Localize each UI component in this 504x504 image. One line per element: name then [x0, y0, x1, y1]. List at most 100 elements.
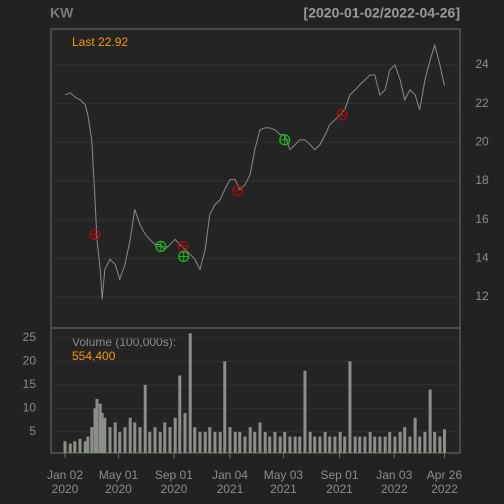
y-tick-label: 20	[475, 135, 489, 149]
volume-label: Volume (100,000s):	[72, 335, 176, 349]
volume-bar	[143, 384, 147, 453]
x-tick-label: Sep 01	[155, 468, 193, 482]
volume-bar	[158, 431, 162, 453]
volume-bar	[258, 422, 262, 453]
signal-marker	[177, 240, 189, 252]
y-tick-label: 5	[29, 424, 36, 438]
volume-bar	[198, 431, 202, 453]
volume-bar	[263, 431, 267, 453]
y-tick-label: 20	[23, 354, 37, 368]
x-tick-label: May 03	[264, 468, 304, 482]
volume-bar	[86, 436, 90, 453]
price-line	[64, 43, 445, 300]
volume-bar	[288, 436, 292, 453]
signal-marker	[336, 109, 348, 121]
volume-bar	[213, 431, 217, 453]
volume-bar	[178, 375, 182, 453]
volume-bar	[163, 422, 167, 453]
volume-bar	[93, 408, 97, 453]
volume-bar	[203, 431, 207, 453]
volume-bar	[218, 431, 222, 453]
volume-bar	[113, 422, 117, 453]
volume-bar	[413, 417, 417, 453]
signal-marker	[155, 240, 167, 252]
volume-bar	[173, 417, 177, 453]
x-tick-label: Jan 04	[212, 468, 248, 482]
y-tick-label: 10	[23, 401, 37, 415]
volume-bar	[338, 431, 342, 453]
y-tick-label: 15	[23, 377, 37, 391]
volume-bar	[108, 427, 112, 453]
price-panel	[50, 28, 461, 329]
volume-bar	[428, 389, 432, 453]
volume-last: 554,400	[72, 349, 116, 363]
volume-bar	[313, 436, 317, 453]
volume-bar	[133, 422, 137, 453]
x-tick-label: Jan 03	[376, 468, 412, 482]
volume-bar	[393, 436, 397, 453]
volume-bar	[153, 427, 157, 453]
x-tick-label: 2020	[105, 482, 132, 496]
volume-bar	[63, 441, 67, 453]
volume-bar	[73, 441, 77, 453]
x-tick-label: 2022	[381, 482, 408, 496]
volume-bar	[442, 429, 446, 453]
signal-marker	[232, 184, 244, 197]
volume-bar	[333, 436, 337, 453]
chart-title: KW	[50, 5, 74, 21]
volume-bar	[100, 413, 104, 453]
volume-bar	[188, 333, 192, 453]
volume-bar	[423, 431, 427, 453]
volume-bar	[148, 431, 152, 453]
volume-bar	[193, 427, 197, 453]
y-tick-label: 14	[475, 251, 489, 265]
volume-bar	[303, 370, 307, 453]
y-tick-label: 16	[475, 212, 489, 226]
volume-bar	[268, 436, 272, 453]
x-tick-label: Apr 26	[427, 468, 463, 482]
volume-bar	[228, 427, 232, 453]
volume-bar	[293, 436, 297, 453]
last-annotation: Last 22.92	[72, 35, 128, 49]
signal-marker	[178, 250, 190, 263]
volume-bar	[243, 436, 247, 453]
volume-bar	[273, 431, 277, 453]
volume-bar	[138, 427, 142, 453]
volume-bar	[68, 443, 72, 453]
volume-bar	[248, 427, 252, 453]
volume-bar	[348, 361, 352, 453]
y-tick-label: 24	[475, 57, 489, 71]
volume-bar	[95, 398, 99, 453]
y-tick-label: 25	[23, 330, 37, 344]
volume-bar	[238, 431, 242, 453]
chart-subtitle: [2020-01-02/2022-04-26]	[304, 5, 460, 21]
signal-marker	[89, 228, 101, 240]
volume-bar	[278, 436, 282, 453]
volume-bar	[403, 427, 407, 453]
volume-bar	[283, 431, 287, 453]
volume-bar	[373, 436, 377, 453]
volume-bar	[233, 431, 237, 453]
volume-bar	[208, 427, 212, 453]
volume-bar	[90, 427, 94, 453]
volume-bar	[363, 436, 367, 453]
x-tick-label: Sep 01	[320, 468, 358, 482]
volume-bar	[408, 436, 412, 453]
volume-bar	[123, 427, 127, 453]
x-tick-label: 2021	[326, 482, 353, 496]
x-tick-label: 2020	[52, 482, 79, 496]
volume-bar	[358, 436, 362, 453]
y-tick-label: 18	[475, 173, 489, 187]
volume-bar	[78, 438, 82, 453]
volume-bar	[168, 427, 172, 453]
x-tick-label: Jan 02	[47, 468, 83, 482]
x-tick-label: 2020	[161, 482, 188, 496]
volume-bar	[223, 361, 227, 453]
volume-bar	[368, 431, 372, 453]
volume-bar	[103, 417, 107, 453]
volume-bar	[183, 413, 187, 453]
volume-bar	[98, 403, 102, 453]
volume-bar	[353, 436, 357, 453]
volume-bar	[378, 436, 382, 453]
x-tick-label: 2021	[217, 482, 244, 496]
